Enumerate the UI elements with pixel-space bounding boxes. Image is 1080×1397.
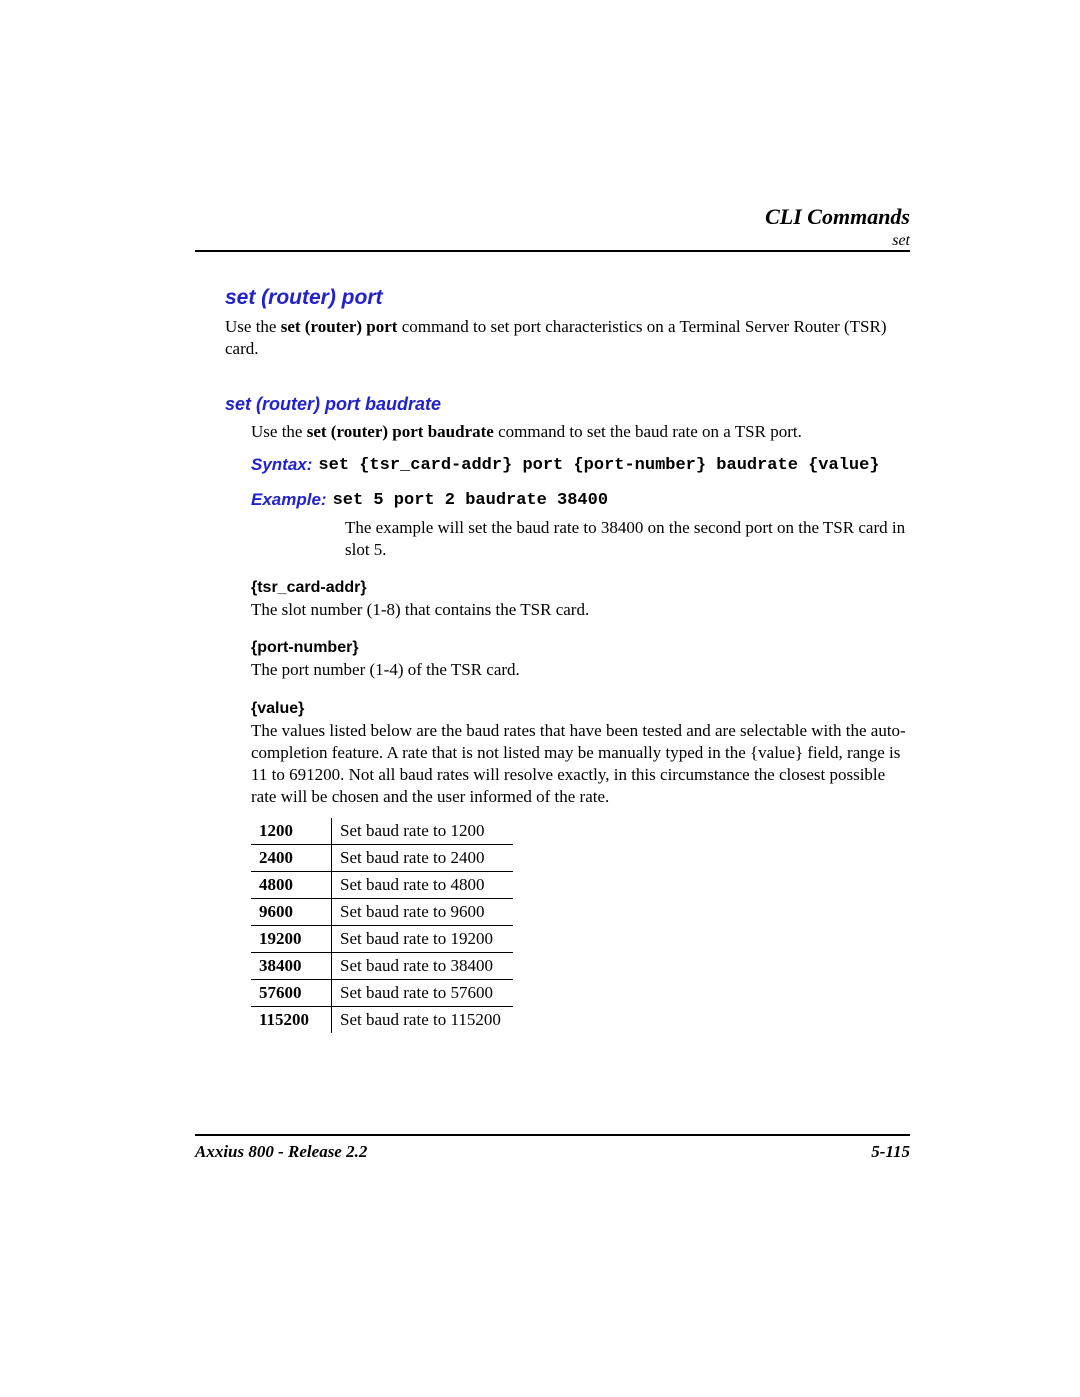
rate-value: 2400 bbox=[251, 844, 332, 871]
rate-desc: Set baud rate to 2400 bbox=[332, 844, 513, 871]
rate-value: 115200 bbox=[251, 1006, 332, 1033]
sub-intro-bold: set (router) port baudrate bbox=[307, 422, 494, 441]
table-row: 2400Set baud rate to 2400 bbox=[251, 844, 513, 871]
example-code: set 5 port 2 baudrate 38400 bbox=[333, 490, 608, 513]
table-row: 1200Set baud rate to 1200 bbox=[251, 818, 513, 845]
syntax-block: Syntax: set {tsr_card-addr} port {port-n… bbox=[251, 455, 910, 478]
intro-text-a: Use the bbox=[225, 317, 281, 336]
rate-value: 57600 bbox=[251, 979, 332, 1006]
rate-desc: Set baud rate to 38400 bbox=[332, 952, 513, 979]
rate-desc: Set baud rate to 9600 bbox=[332, 898, 513, 925]
rate-desc: Set baud rate to 1200 bbox=[332, 818, 513, 845]
param-description: The port number (1-4) of the TSR card. bbox=[251, 659, 910, 681]
rate-desc: Set baud rate to 19200 bbox=[332, 925, 513, 952]
footer-right: 5-115 bbox=[871, 1142, 910, 1162]
header-rule bbox=[195, 250, 910, 252]
table-row: 38400Set baud rate to 38400 bbox=[251, 952, 513, 979]
rate-value: 4800 bbox=[251, 871, 332, 898]
syntax-code: set {tsr_card-addr} port {port-number} b… bbox=[318, 455, 879, 478]
table-row: 4800Set baud rate to 4800 bbox=[251, 871, 513, 898]
header-subtitle: set bbox=[765, 232, 910, 250]
sub-intro-a: Use the bbox=[251, 422, 307, 441]
footer-rule bbox=[195, 1134, 910, 1136]
rate-desc: Set baud rate to 115200 bbox=[332, 1006, 513, 1033]
rate-value: 38400 bbox=[251, 952, 332, 979]
param-name: {tsr_card-addr} bbox=[251, 579, 910, 597]
section-title: set (router) port bbox=[225, 286, 910, 310]
baud-rate-table: 1200Set baud rate to 1200 2400Set baud r… bbox=[251, 818, 513, 1033]
table-row: 57600Set baud rate to 57600 bbox=[251, 979, 513, 1006]
intro-bold: set (router) port bbox=[281, 317, 398, 336]
example-label: Example: bbox=[251, 490, 327, 510]
param-name: {value} bbox=[251, 700, 910, 718]
table-row: 19200Set baud rate to 19200 bbox=[251, 925, 513, 952]
rate-desc: Set baud rate to 4800 bbox=[332, 871, 513, 898]
example-description: The example will set the baud rate to 38… bbox=[345, 517, 910, 561]
param-description: The values listed below are the baud rat… bbox=[251, 720, 910, 808]
syntax-label: Syntax: bbox=[251, 455, 312, 475]
footer-left: Axxius 800 - Release 2.2 bbox=[195, 1142, 367, 1162]
page-header: CLI Commands set bbox=[765, 204, 910, 250]
example-block: Example: set 5 port 2 baudrate 38400 bbox=[251, 490, 910, 513]
page-footer: Axxius 800 - Release 2.2 5-115 bbox=[195, 1134, 910, 1162]
footer-line: Axxius 800 - Release 2.2 5-115 bbox=[195, 1142, 910, 1162]
sub-intro-b: command to set the baud rate on a TSR po… bbox=[494, 422, 802, 441]
rate-value: 1200 bbox=[251, 818, 332, 845]
subsection-intro: Use the set (router) port baudrate comma… bbox=[251, 421, 910, 443]
rate-value: 9600 bbox=[251, 898, 332, 925]
param-description: The slot number (1-8) that contains the … bbox=[251, 599, 910, 621]
subsection-title: set (router) port baudrate bbox=[225, 394, 910, 415]
rate-desc: Set baud rate to 57600 bbox=[332, 979, 513, 1006]
document-page: CLI Commands set set (router) port Use t… bbox=[0, 0, 1080, 1397]
param-name: {port-number} bbox=[251, 639, 910, 657]
section-intro: Use the set (router) port command to set… bbox=[225, 316, 910, 360]
table-row: 115200Set baud rate to 115200 bbox=[251, 1006, 513, 1033]
header-title: CLI Commands bbox=[765, 204, 910, 230]
table-row: 9600Set baud rate to 9600 bbox=[251, 898, 513, 925]
rate-value: 19200 bbox=[251, 925, 332, 952]
